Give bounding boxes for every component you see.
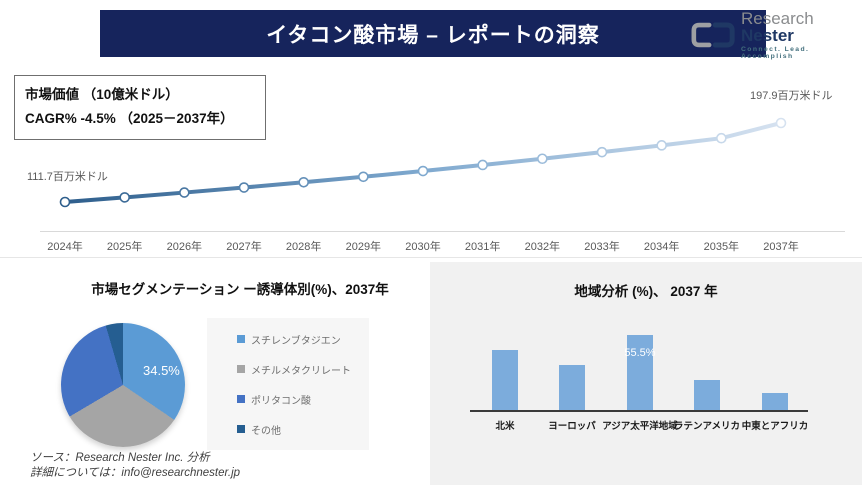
bar-ラテンアメリカ <box>694 380 720 410</box>
bar-category-label: アジア太平洋地域 <box>602 421 678 432</box>
bar-中東とアフリカ <box>762 393 788 410</box>
segmentation-chart-title: 市場セグメンテーション ー誘導体別(%)、2037年 <box>91 282 389 297</box>
line-start-value-label: 111.7百万米ドル <box>27 171 108 183</box>
year-label: 2024年 <box>47 241 83 253</box>
year-label: 2025年 <box>106 241 143 253</box>
line-marker <box>59 196 71 208</box>
line-marker <box>596 146 608 158</box>
logo-tagline: Connect. Lead. Accomplish <box>741 45 810 60</box>
line-marker <box>358 171 369 183</box>
legend-label: その他 <box>251 425 281 437</box>
bar-category-label: ヨーロッパ <box>548 421 596 432</box>
legend-label: ポリタコン酸 <box>251 395 311 407</box>
legend-item: ポリタコン酸 <box>207 392 369 407</box>
line-marker <box>775 117 787 129</box>
footer: ソース：Research Nester Inc. 分析 詳細については：info… <box>30 451 240 481</box>
line-marker <box>477 159 488 171</box>
bar-category-label: ラテンアメリカ <box>673 421 741 432</box>
year-label: 2033年 <box>584 241 620 253</box>
line-marker <box>238 182 250 193</box>
footer-source: ソース：Research Nester Inc. 分析 <box>30 452 210 464</box>
market-value-label: 市場価値 （10億米ドル） <box>25 87 179 102</box>
footer-contact: 詳細については：info@researchnester.jp <box>30 467 241 479</box>
legend-swatch-icon <box>237 425 245 433</box>
year-label: 2027年 <box>226 241 262 253</box>
logo-text: Research Nester Connect. Lead. Accomplis… <box>741 10 858 61</box>
year-label: 2029年 <box>345 241 382 253</box>
bar-value-label: 55.5% <box>624 347 656 359</box>
year-label: 2031年 <box>464 241 501 253</box>
page-title: イタコン酸市場 – レポートの洞察 <box>266 23 600 47</box>
line-marker <box>716 132 727 144</box>
legend-swatch-icon <box>237 365 245 373</box>
line-marker <box>656 140 667 151</box>
line-marker <box>298 176 309 188</box>
year-label: 2028年 <box>285 241 322 253</box>
pie-slice-value-label: 34.5% <box>143 363 180 378</box>
year-label: 2032年 <box>524 241 561 253</box>
legend-label: メチルメタクリレート <box>251 365 351 377</box>
market-value-box: 市場価値 （10億米ドル） CAGR% -4.5% （2025－2037年） <box>14 75 266 140</box>
logo-name: Research Nester <box>741 8 814 45</box>
segmentation-pie-chart <box>61 323 185 447</box>
legend-item: メチルメタクリレート <box>207 362 369 377</box>
year-label: 2030年 <box>405 241 441 253</box>
line-marker <box>417 165 429 177</box>
bar-chart-axis-line <box>470 410 808 412</box>
year-label: 2035年 <box>703 241 740 253</box>
line-marker <box>179 187 190 198</box>
line-marker <box>537 153 548 165</box>
legend-swatch-icon <box>237 335 245 343</box>
line-end-value-label: 197.9百万米ドル <box>750 90 833 102</box>
legend-swatch-icon <box>237 395 245 403</box>
year-label: 2026年 <box>166 241 203 253</box>
year-label: 2037年 <box>763 241 799 253</box>
bar-category-label: 北米 <box>495 421 515 432</box>
year-label: 2034年 <box>643 241 680 253</box>
title-banner: イタコン酸市場 – レポートの洞察 <box>100 10 766 57</box>
legend-item: その他 <box>207 422 369 437</box>
line-marker <box>119 192 130 203</box>
bar-category-label: 中東とアフリカ <box>741 421 809 432</box>
research-nester-logo: Research Nester Connect. Lead. Accomplis… <box>690 10 858 61</box>
logo-brackets-icon <box>691 22 735 48</box>
pie-legend: スチレンブタジエン メチルメタクリレート ポリタコン酸 その他 <box>207 318 369 450</box>
x-axis-line <box>40 231 845 232</box>
bar-ヨーロッパ <box>559 364 585 410</box>
legend-label: スチレンブタジエン <box>251 335 341 347</box>
legend-item: スチレンブタジエン <box>207 332 369 347</box>
bar-アジア太平洋地域 <box>627 335 653 410</box>
bar-北米 <box>492 349 518 410</box>
regional-analysis-panel: 地域分析 (%)、 2037 年 55.5% 北米 ヨーロッパ アジア太平洋地域 ラテ… <box>430 262 862 485</box>
regional-chart-title: 地域分析 (%)、 2037 年 <box>574 284 718 299</box>
section-divider-line <box>0 257 862 258</box>
cagr-label: CAGR% -4.5% （2025－2037年） <box>25 111 234 126</box>
